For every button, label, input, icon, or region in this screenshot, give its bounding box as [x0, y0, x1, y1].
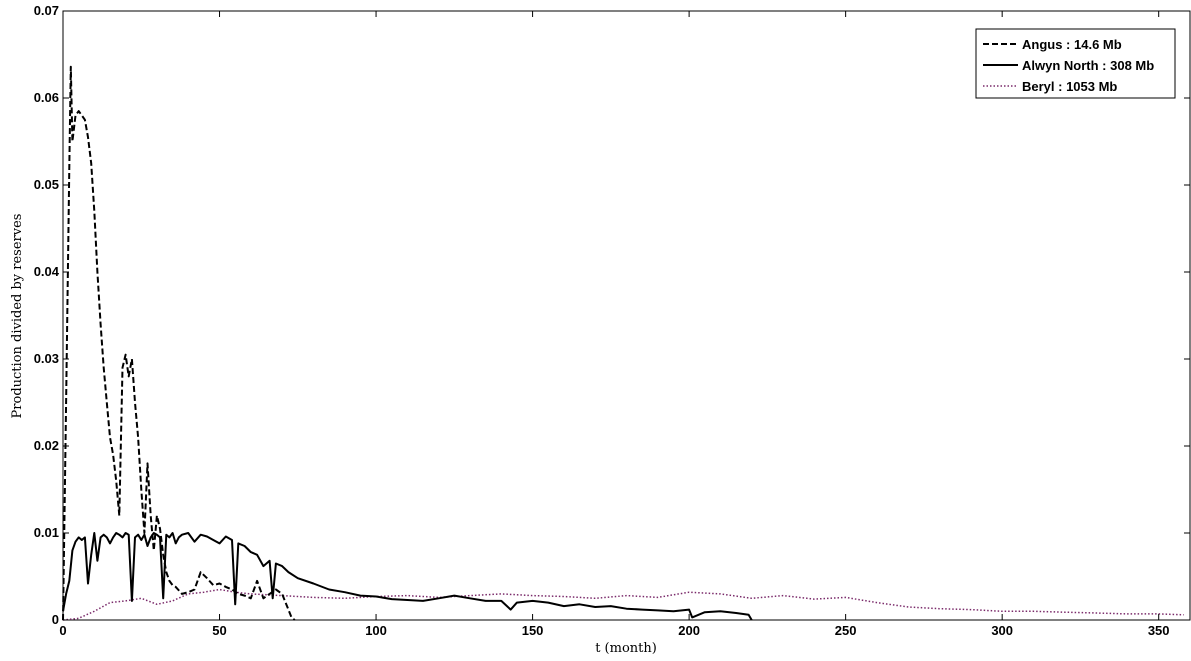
tick-layer: 0 50 100 150 200 250 300 350 0 0.01 0.02 0.03 0.04 0.… — [34, 3, 1190, 638]
series-layer — [62, 65, 1184, 621]
legend-label-beryl: Beryl : 1053 Mb — [1022, 79, 1117, 94]
x-tick-label: 200 — [678, 623, 700, 638]
legend-label-alwyn-north: Alwyn North : 308 Mb — [1022, 58, 1154, 73]
x-tick-label: 0 — [59, 623, 66, 638]
y-tick-label: 0 — [52, 612, 59, 627]
series-line-alwyn-north — [62, 532, 753, 621]
y-tick-label: 0.01 — [34, 525, 59, 540]
x-tick-label: 150 — [522, 623, 544, 638]
y-tick-label: 0.05 — [34, 177, 59, 192]
y-tick-label: 0.04 — [34, 264, 60, 279]
y-tick-label: 0.06 — [34, 90, 59, 105]
y-tick-label: 0.07 — [34, 3, 59, 18]
series-line-angus — [62, 65, 296, 621]
x-tick-label: 100 — [365, 623, 387, 638]
y-tick-label: 0.03 — [34, 351, 59, 366]
legend-box — [975, 28, 1176, 99]
x-tick-label: 350 — [1148, 623, 1170, 638]
plot-area — [62, 10, 1191, 621]
x-axis-label: t (month) — [595, 641, 657, 656]
series-line-beryl — [62, 588, 1184, 621]
y-axis-label: Production divided by reserves — [10, 214, 25, 419]
y-tick-label: 0.02 — [34, 438, 59, 453]
legend: Angus : 14.6 Mb Alwyn North : 308 Mb Ber… — [975, 28, 1176, 99]
x-tick-label: 300 — [991, 623, 1013, 638]
x-tick-label: 250 — [835, 623, 857, 638]
x-tick-label: 50 — [212, 623, 226, 638]
legend-label-angus: Angus : 14.6 Mb — [1022, 37, 1122, 52]
